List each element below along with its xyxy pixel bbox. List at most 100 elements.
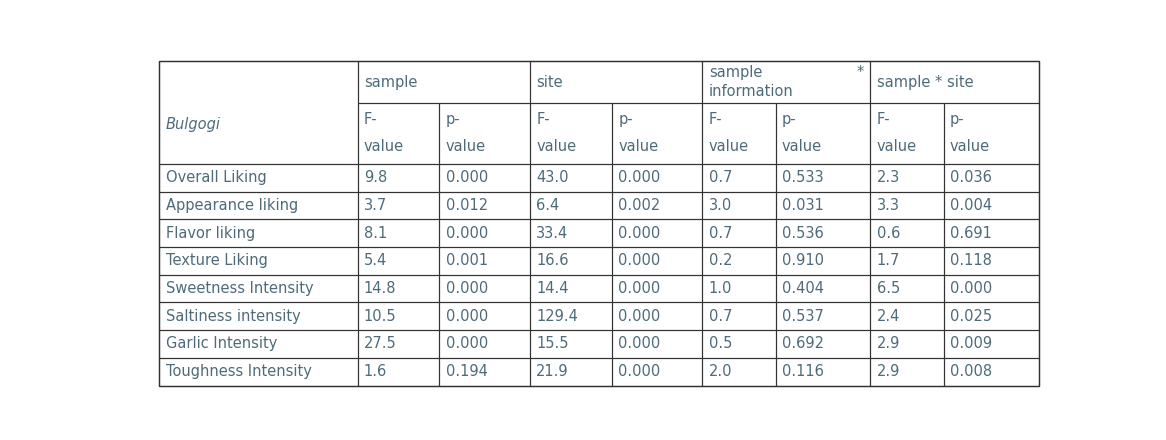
Bar bbox=[702, 302, 775, 330]
Text: 0.004: 0.004 bbox=[950, 198, 992, 213]
Text: 0.537: 0.537 bbox=[782, 309, 824, 324]
Bar bbox=[612, 164, 702, 191]
Bar bbox=[775, 219, 871, 247]
Bar bbox=[871, 330, 943, 358]
Text: 2.9: 2.9 bbox=[877, 337, 900, 352]
Text: Sweetness Intensity: Sweetness Intensity bbox=[166, 281, 314, 296]
Bar bbox=[358, 164, 440, 191]
Text: 0.025: 0.025 bbox=[950, 309, 992, 324]
Text: Overall Liking: Overall Liking bbox=[166, 170, 266, 185]
Bar bbox=[871, 103, 943, 164]
Text: 3.3: 3.3 bbox=[877, 198, 900, 213]
Bar bbox=[702, 358, 775, 385]
Text: 27.5: 27.5 bbox=[364, 337, 396, 352]
Text: 2.4: 2.4 bbox=[877, 309, 900, 324]
Text: F-: F- bbox=[536, 112, 550, 128]
Text: 0.7: 0.7 bbox=[709, 226, 732, 241]
Bar bbox=[775, 302, 871, 330]
Bar bbox=[531, 330, 612, 358]
Bar bbox=[440, 358, 531, 385]
Bar bbox=[440, 191, 531, 219]
Bar bbox=[871, 302, 943, 330]
Bar bbox=[531, 191, 612, 219]
Text: 14.4: 14.4 bbox=[536, 281, 569, 296]
Text: 21.9: 21.9 bbox=[536, 364, 569, 379]
Text: 9.8: 9.8 bbox=[364, 170, 387, 185]
Text: 0.000: 0.000 bbox=[445, 170, 489, 185]
Bar bbox=[775, 164, 871, 191]
Bar bbox=[531, 164, 612, 191]
Bar bbox=[531, 358, 612, 385]
Bar bbox=[871, 164, 943, 191]
Text: 2.9: 2.9 bbox=[877, 364, 900, 379]
Bar bbox=[160, 219, 358, 247]
Text: 0.000: 0.000 bbox=[445, 337, 489, 352]
Bar bbox=[612, 191, 702, 219]
Text: 0.7: 0.7 bbox=[709, 170, 732, 185]
Bar bbox=[943, 330, 1039, 358]
Text: Texture Liking: Texture Liking bbox=[166, 253, 267, 268]
Text: 0.5: 0.5 bbox=[709, 337, 732, 352]
Text: 0.194: 0.194 bbox=[445, 364, 487, 379]
Bar bbox=[160, 275, 358, 302]
Text: sample: sample bbox=[364, 74, 417, 90]
Text: 15.5: 15.5 bbox=[536, 337, 569, 352]
Bar bbox=[702, 275, 775, 302]
Text: 0.000: 0.000 bbox=[618, 226, 660, 241]
Bar bbox=[871, 358, 943, 385]
Bar bbox=[871, 219, 943, 247]
Text: 0.692: 0.692 bbox=[782, 337, 824, 352]
Text: Toughness Intensity: Toughness Intensity bbox=[166, 364, 311, 379]
Text: Garlic Intensity: Garlic Intensity bbox=[166, 337, 278, 352]
Text: 2.3: 2.3 bbox=[877, 170, 900, 185]
Bar bbox=[160, 61, 358, 164]
Text: F-: F- bbox=[364, 112, 378, 128]
Text: 0.000: 0.000 bbox=[445, 281, 489, 296]
Text: sample * site: sample * site bbox=[877, 74, 974, 90]
Bar bbox=[943, 191, 1039, 219]
Text: 5.4: 5.4 bbox=[364, 253, 387, 268]
Text: *: * bbox=[857, 66, 864, 81]
Bar bbox=[702, 247, 775, 275]
Bar bbox=[775, 330, 871, 358]
Bar bbox=[612, 219, 702, 247]
Text: value: value bbox=[536, 139, 576, 154]
Text: 0.000: 0.000 bbox=[618, 364, 660, 379]
Bar bbox=[943, 103, 1039, 164]
Bar bbox=[775, 358, 871, 385]
Bar bbox=[358, 275, 440, 302]
Text: value: value bbox=[364, 139, 403, 154]
Bar bbox=[775, 191, 871, 219]
Text: p-: p- bbox=[782, 112, 796, 128]
Bar bbox=[440, 330, 531, 358]
Bar bbox=[358, 61, 531, 103]
Text: value: value bbox=[877, 139, 916, 154]
Bar bbox=[702, 164, 775, 191]
Bar bbox=[702, 103, 775, 164]
Bar bbox=[160, 358, 358, 385]
Bar bbox=[702, 219, 775, 247]
Text: 0.2: 0.2 bbox=[709, 253, 732, 268]
Text: 0.910: 0.910 bbox=[782, 253, 824, 268]
Text: 0.012: 0.012 bbox=[445, 198, 487, 213]
Text: 0.008: 0.008 bbox=[950, 364, 992, 379]
Text: value: value bbox=[445, 139, 486, 154]
Text: 0.000: 0.000 bbox=[618, 281, 660, 296]
Text: 10.5: 10.5 bbox=[364, 309, 396, 324]
Text: 3.7: 3.7 bbox=[364, 198, 387, 213]
Bar bbox=[440, 164, 531, 191]
Bar bbox=[358, 191, 440, 219]
Text: Appearance liking: Appearance liking bbox=[166, 198, 297, 213]
Text: site: site bbox=[536, 74, 563, 90]
Text: 0.009: 0.009 bbox=[950, 337, 992, 352]
Text: value: value bbox=[782, 139, 822, 154]
Text: 0.536: 0.536 bbox=[782, 226, 823, 241]
Text: 129.4: 129.4 bbox=[536, 309, 578, 324]
Text: F-: F- bbox=[877, 112, 891, 128]
Text: information: information bbox=[709, 84, 793, 99]
Bar bbox=[440, 302, 531, 330]
Text: 16.6: 16.6 bbox=[536, 253, 569, 268]
Text: 8.1: 8.1 bbox=[364, 226, 387, 241]
Text: 1.7: 1.7 bbox=[877, 253, 900, 268]
Text: value: value bbox=[618, 139, 659, 154]
